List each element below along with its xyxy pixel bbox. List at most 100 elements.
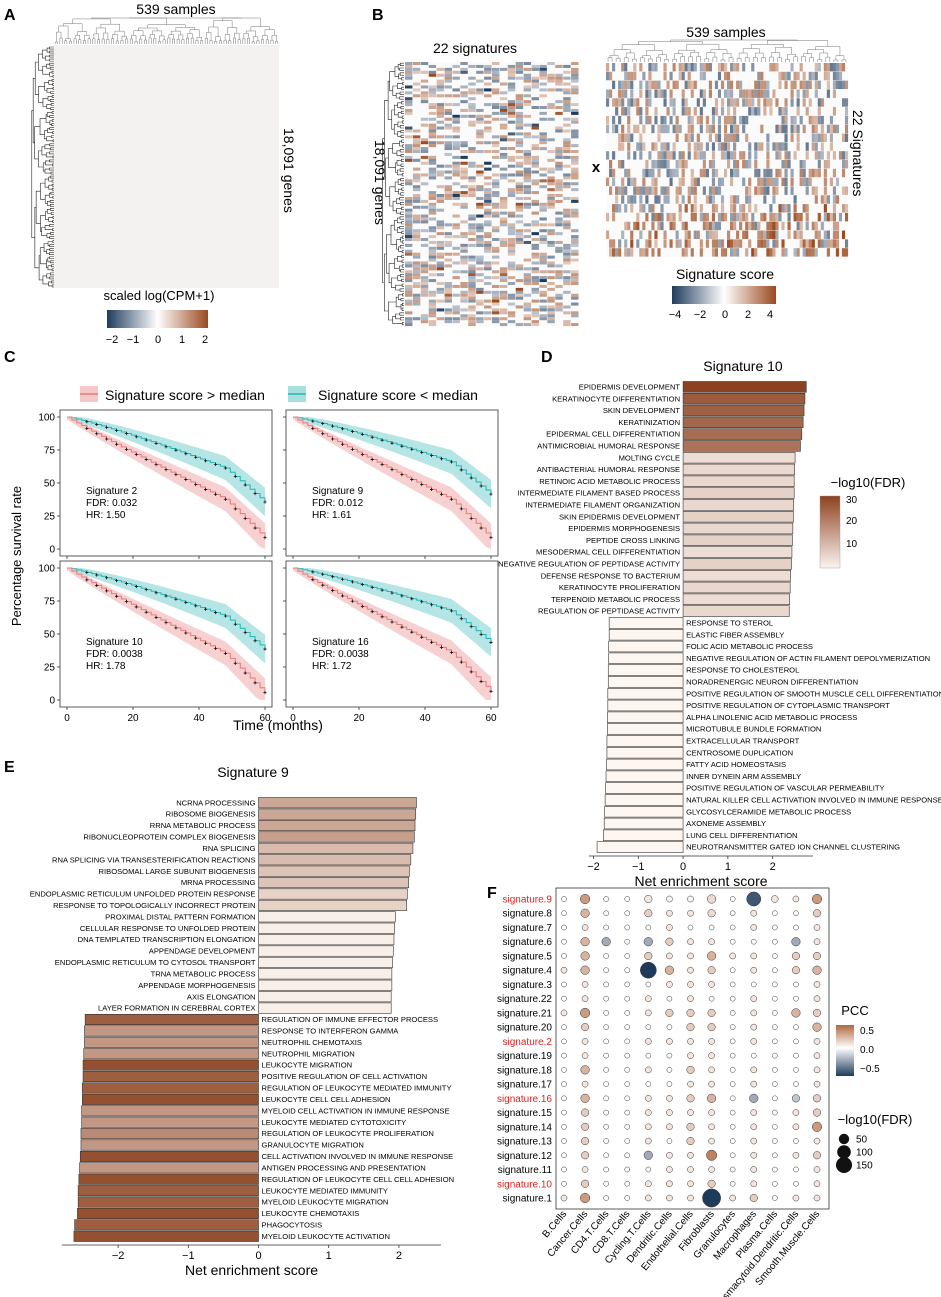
- heatmap-cell: [555, 194, 563, 198]
- heatmap-cell: [484, 235, 492, 239]
- heatmap-cell: [784, 177, 788, 187]
- heatmap-cell: [723, 71, 728, 81]
- dendrogram-branch: [728, 57, 734, 62]
- panel-a-heatmap: [54, 45, 279, 288]
- heatmap-cell: [523, 185, 532, 189]
- heatmap-cell: [444, 240, 452, 244]
- heatmap-cell: [460, 308, 468, 312]
- heatmap-cell: [742, 124, 746, 134]
- dendrogram-branch: [49, 252, 54, 256]
- heatmap-cell: [547, 320, 555, 324]
- heatmap-cell: [571, 238, 579, 242]
- heatmap-cell: [468, 273, 476, 277]
- heatmap-cell: [492, 62, 500, 66]
- heatmap-cell: [571, 199, 579, 203]
- dendrogram-branch: [607, 57, 613, 62]
- heatmap-cell: [444, 196, 452, 200]
- heatmap-cell: [420, 94, 429, 98]
- heatmap-cell: [832, 168, 837, 178]
- heatmap-cell: [757, 98, 761, 107]
- heatmap-cell: [678, 71, 682, 81]
- heatmap-cell: [639, 186, 643, 195]
- dendrogram-branch: [46, 136, 53, 142]
- heatmap-cell: [436, 120, 445, 124]
- heatmap-cell: [531, 246, 539, 250]
- heatmap-cell: [515, 290, 524, 294]
- heatmap-cell: [642, 168, 646, 178]
- heatmap-cell: [814, 71, 818, 81]
- heatmap-cell: [832, 71, 837, 81]
- heatmap-cell: [412, 296, 421, 300]
- heatmap-cell: [547, 261, 555, 265]
- heatmap-cell: [452, 293, 460, 297]
- dendrogram-branch: [399, 125, 404, 129]
- heatmap-cell: [539, 70, 547, 74]
- heatmap-cell: [675, 124, 679, 134]
- heatmap-cell: [476, 290, 484, 294]
- dendrogram-branch: [401, 230, 404, 234]
- dendrogram-branch: [389, 71, 395, 92]
- dendrogram-branch: [785, 59, 790, 62]
- heatmap-cell: [515, 214, 524, 218]
- heatmap-cell: [507, 106, 516, 110]
- dendrogram-branch: [400, 134, 404, 138]
- heatmap-cell: [733, 204, 737, 213]
- dendrogram-branch: [63, 23, 83, 32]
- heatmap-cell: [428, 308, 437, 312]
- heatmap-cell: [531, 182, 539, 186]
- heatmap-cell: [799, 160, 803, 169]
- dendrogram-branch: [177, 34, 184, 40]
- heatmap-cell: [405, 293, 413, 297]
- heatmap-cell: [492, 270, 500, 274]
- heatmap-cell: [784, 186, 788, 195]
- heatmap-cell: [796, 71, 800, 81]
- heatmap-cell: [748, 195, 752, 204]
- heatmap-cell: [823, 204, 827, 213]
- dendrogram-branch: [147, 24, 186, 29]
- heatmap-cell: [452, 202, 460, 206]
- heatmap-cell: [476, 229, 484, 233]
- heatmap-cell: [499, 202, 508, 206]
- panel-b-signatures-label: 22 signatures: [433, 40, 517, 56]
- heatmap-cell: [547, 282, 555, 286]
- heatmap-cell: [452, 173, 460, 177]
- heatmap-cell: [420, 150, 429, 154]
- heatmap-cell: [405, 243, 413, 247]
- dendrogram-branch: [72, 18, 111, 25]
- heatmap-cell: [523, 314, 532, 318]
- heatmap-cell: [444, 108, 452, 112]
- dendrogram-branch: [261, 39, 265, 44]
- heatmap-cell: [436, 94, 445, 98]
- heatmap-cell: [507, 223, 516, 227]
- heatmap-cell: [627, 151, 631, 160]
- heatmap-cell: [763, 107, 767, 116]
- heatmap-cell: [492, 111, 500, 115]
- heatmap-cell: [733, 98, 737, 107]
- heatmap-cell: [444, 296, 452, 300]
- heatmap-cell: [793, 115, 797, 125]
- heatmap-cell: [657, 80, 661, 90]
- heatmap-cell: [555, 82, 563, 86]
- heatmap-cell: [766, 177, 770, 187]
- heatmap-cell: [660, 186, 664, 195]
- dendrogram-branch: [42, 98, 49, 107]
- dendrogram-branch: [112, 33, 118, 41]
- heatmap-cell: [805, 142, 809, 151]
- heatmap-cell: [672, 151, 676, 160]
- heatmap-cell: [799, 177, 803, 187]
- heatmap-cell: [784, 80, 788, 90]
- dendrogram-branch: [396, 217, 402, 224]
- heatmap-cell: [420, 79, 429, 83]
- heatmap-cell: [663, 63, 667, 72]
- heatmap-cell: [723, 63, 728, 72]
- dendrogram-branch: [42, 49, 48, 59]
- heatmap-cell: [648, 98, 652, 107]
- dendrogram-branch: [388, 148, 396, 168]
- heatmap-cell: [523, 155, 532, 159]
- dendrogram-branch: [162, 39, 166, 44]
- heatmap-cell: [571, 293, 579, 297]
- heatmap-cell: [460, 176, 468, 180]
- heatmap-cell: [531, 161, 539, 165]
- heatmap-cell: [609, 168, 613, 178]
- heatmap-cell: [826, 80, 830, 90]
